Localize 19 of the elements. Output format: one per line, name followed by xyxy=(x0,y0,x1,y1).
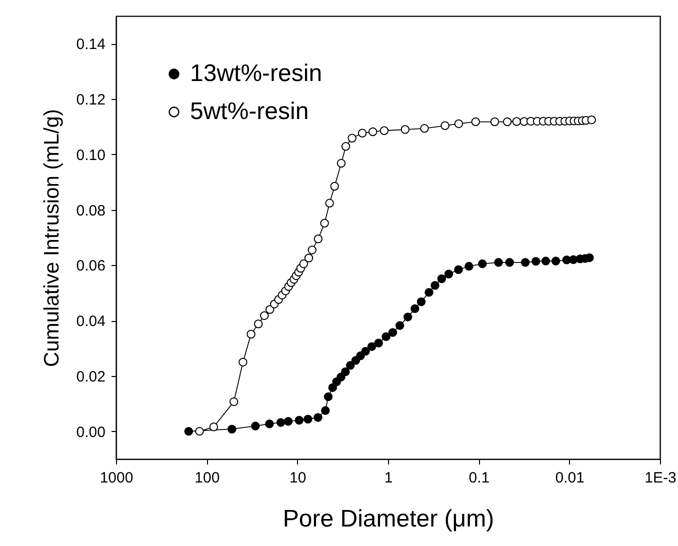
y-axis-title: Cumulative Intrusion (mL/g) xyxy=(40,109,64,367)
x-tick-label: 10 xyxy=(289,470,306,486)
x-tick-label: 0.01 xyxy=(555,470,584,486)
x-tick-label: 0.1 xyxy=(468,470,490,486)
y-tick-label: 0.00 xyxy=(76,424,106,441)
x-tick-label: 1 xyxy=(384,470,393,486)
y-tick-label: 0.12 xyxy=(76,92,106,109)
x-tick-label: 1000 xyxy=(100,470,134,486)
y-tick-label: 0.14 xyxy=(76,36,106,54)
legend-label: 5wt%-resin xyxy=(190,98,309,125)
x-tick-label: 100 xyxy=(194,470,220,486)
y-tick-label: 0.02 xyxy=(76,368,106,386)
x-axis-title: Pore Diameter (μm) xyxy=(282,506,494,532)
y-tick-label: 0.10 xyxy=(76,146,106,164)
legend-label: 13wt%-resin xyxy=(190,60,322,87)
y-tick-label: 0.06 xyxy=(76,258,106,275)
y-tick-label: 0.04 xyxy=(76,313,106,330)
x-tick-label: 1E-3 xyxy=(644,470,676,486)
y-tick-label: 0.08 xyxy=(76,202,106,220)
